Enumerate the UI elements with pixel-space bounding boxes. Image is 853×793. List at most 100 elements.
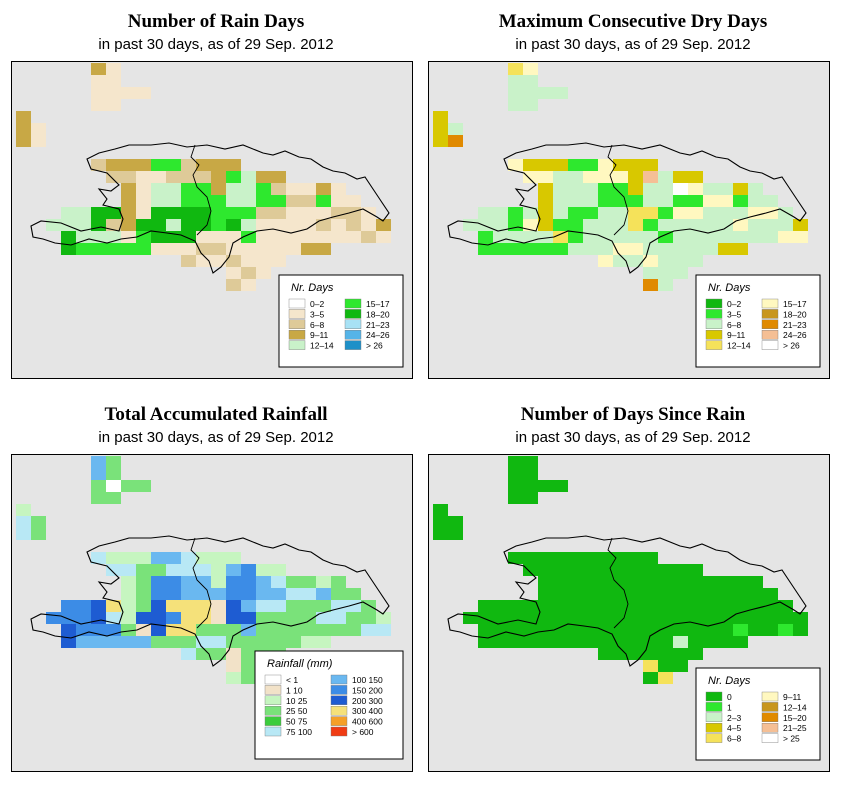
grid-cell: [226, 648, 241, 660]
grid-cell: [538, 207, 553, 219]
grid-cell: [61, 612, 76, 624]
grid-cell: [553, 87, 568, 99]
grid-cell: [703, 207, 718, 219]
grid-cell: [196, 207, 211, 219]
grid-cell: [31, 123, 46, 135]
grid-cell: [226, 624, 241, 636]
grid-cell: [538, 183, 553, 195]
grid-cell: [583, 576, 598, 588]
grid-cell: [211, 564, 226, 576]
grid-cell: [463, 219, 478, 231]
grid-cell: [628, 207, 643, 219]
grid-cell: [718, 588, 733, 600]
panel-title: Number of Days Since Rain: [520, 404, 746, 425]
grid-cell: [316, 231, 331, 243]
grid-cell: [151, 624, 166, 636]
legend-swatch: [288, 319, 306, 329]
grid-cell: [166, 636, 181, 648]
grid-cell: [538, 576, 553, 588]
grid-cell: [106, 207, 121, 219]
grid-cell: [151, 207, 166, 219]
grid-cell: [643, 636, 658, 648]
legend-swatch: [330, 716, 348, 726]
grid-cells: [433, 63, 808, 291]
panel-subtitle: in past 30 days, as of 29 Sep. 2012: [515, 36, 751, 53]
grid-cell: [568, 183, 583, 195]
grid-cell: [256, 195, 271, 207]
grid-cell: [583, 612, 598, 624]
grid-cell: [211, 243, 226, 255]
grid-cell: [748, 624, 763, 636]
grid-cell: [226, 612, 241, 624]
grid-cell: [538, 231, 553, 243]
grid-cell: [181, 588, 196, 600]
grid-cell: [241, 171, 256, 183]
grid-cell: [793, 231, 808, 243]
grid-cell: [196, 576, 211, 588]
grid-cell: [673, 255, 688, 267]
grid-cell: [196, 552, 211, 564]
grid-cell: [316, 612, 331, 624]
grid-cell: [331, 231, 346, 243]
grid-cell: [613, 624, 628, 636]
grid-cell: [688, 588, 703, 600]
grid-cell: [628, 255, 643, 267]
grid-cell: [763, 600, 778, 612]
grid-cell: [166, 600, 181, 612]
panel-title: Maximum Consecutive Dry Days: [498, 11, 768, 32]
grid-cell: [688, 600, 703, 612]
grid-cell: [121, 624, 136, 636]
grid-cell: [316, 183, 331, 195]
grid-cell: [763, 207, 778, 219]
grid-cell: [91, 63, 106, 75]
grid-cell: [211, 255, 226, 267]
grid-cell: [226, 576, 241, 588]
grid-cell: [733, 207, 748, 219]
legend-label: 100 150: [352, 675, 383, 685]
grid-cell: [658, 243, 673, 255]
grid-cell: [241, 660, 256, 672]
grid-cell: [166, 588, 181, 600]
grid-cell: [196, 195, 211, 207]
grid-cell: [628, 588, 643, 600]
grid-cell: [523, 492, 538, 504]
grid-cell: [508, 99, 523, 111]
grid-cell: [286, 207, 301, 219]
legend-label: 400 600: [352, 717, 383, 727]
grid-cell: [136, 207, 151, 219]
grid-cell: [241, 255, 256, 267]
grid-cell: [31, 528, 46, 540]
grid-cell: [508, 75, 523, 87]
grid-cell: [628, 600, 643, 612]
legend-swatch: [330, 705, 348, 716]
grid-cell: [598, 231, 613, 243]
grid-cell: [241, 219, 256, 231]
grid-cell: [553, 183, 568, 195]
grid-cell: [598, 552, 613, 564]
legend-swatch: [705, 319, 723, 329]
legend-swatch: [288, 340, 306, 350]
grid-cell: [181, 648, 196, 660]
grid-cell: [181, 255, 196, 267]
grid-cell: [181, 195, 196, 207]
grid-cell: [316, 588, 331, 600]
grid-cell: [508, 612, 523, 624]
grid-cell: [271, 207, 286, 219]
grid-cell: [718, 231, 733, 243]
grid-cell: [568, 564, 583, 576]
grid-cell: [271, 219, 286, 231]
grid-cell: [106, 243, 121, 255]
grid-cell: [508, 480, 523, 492]
grid-cell: [361, 231, 376, 243]
country-border: [607, 144, 629, 236]
grid-cell: [478, 612, 493, 624]
grid-cell: [271, 612, 286, 624]
grid-cell: [181, 552, 196, 564]
grid-cell: [643, 243, 658, 255]
legend-label: 75 100: [286, 727, 312, 737]
grid-cell: [211, 231, 226, 243]
grid-cell: [658, 660, 673, 672]
grid-cell: [643, 171, 658, 183]
grid-cell: [121, 636, 136, 648]
